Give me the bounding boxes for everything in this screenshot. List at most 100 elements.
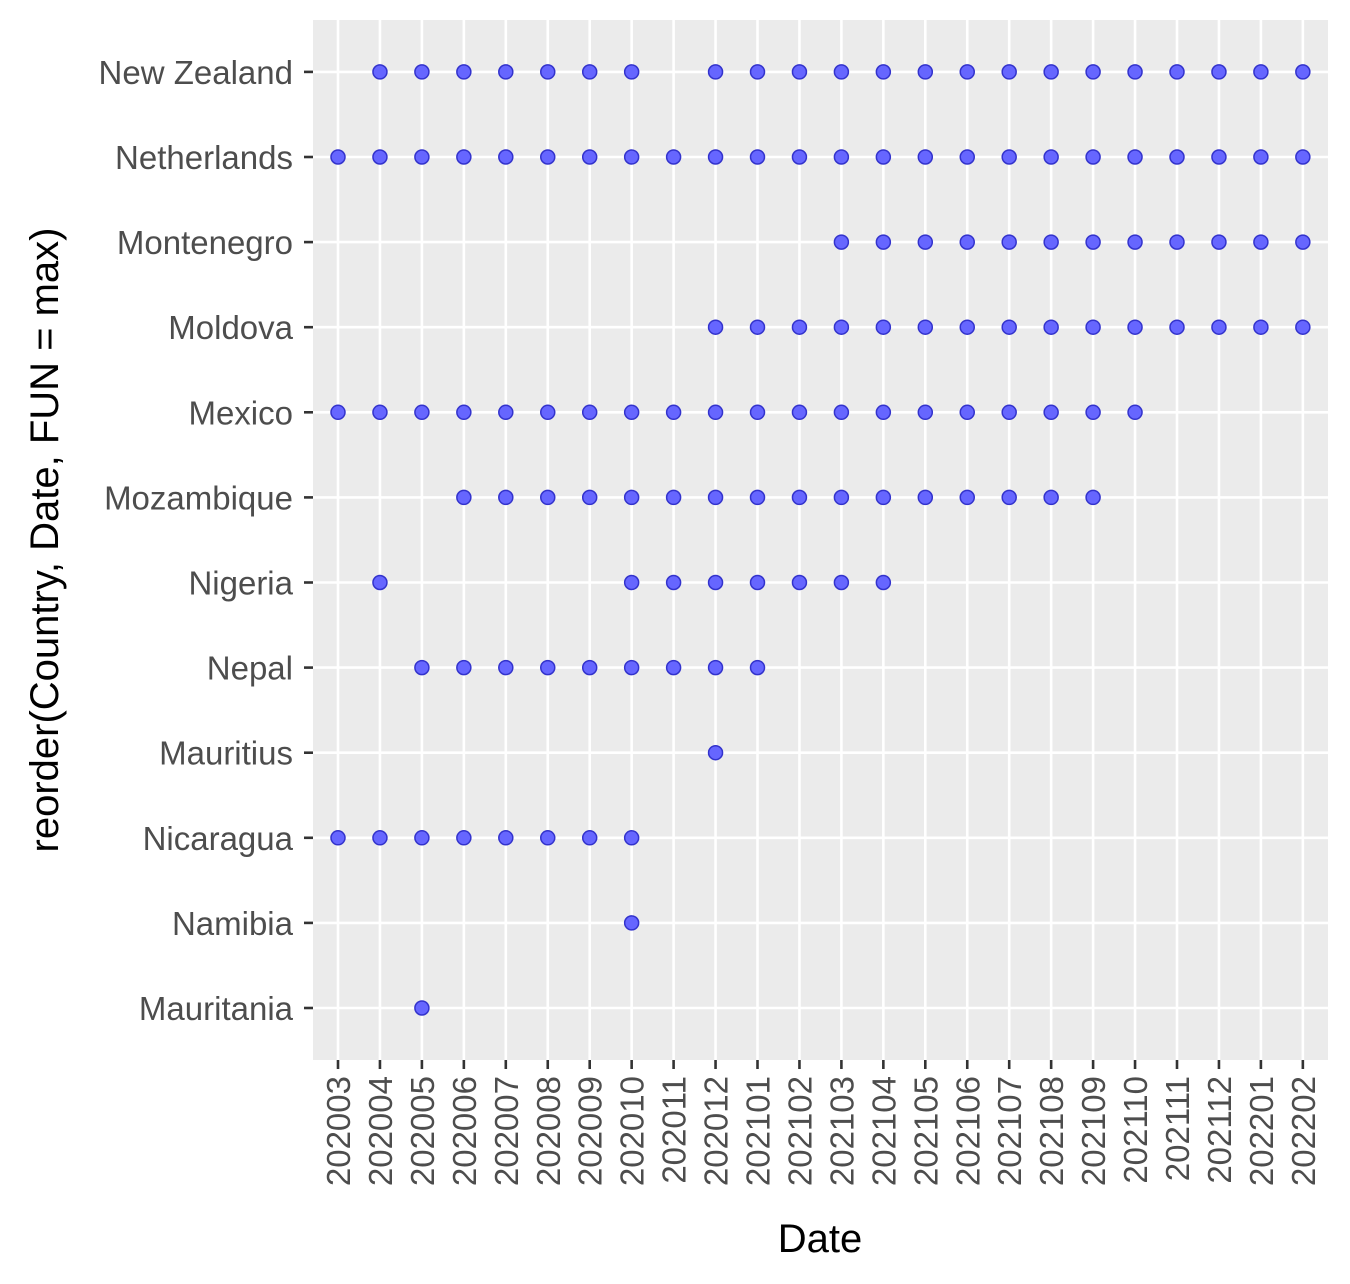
data-point bbox=[875, 574, 892, 591]
data-point bbox=[833, 234, 850, 250]
data-point bbox=[875, 319, 892, 335]
y-tick-label: Netherlands bbox=[115, 139, 293, 176]
x-tick-label: 202111 bbox=[1159, 1076, 1196, 1181]
y-tick-label: Namibia bbox=[172, 905, 294, 942]
data-point bbox=[917, 234, 934, 250]
data-point bbox=[498, 659, 514, 676]
data-point bbox=[1127, 319, 1143, 335]
plot-panel bbox=[313, 20, 1328, 1060]
data-point bbox=[498, 404, 514, 421]
data-point bbox=[498, 149, 514, 165]
x-tick-label: 202105 bbox=[907, 1076, 944, 1186]
data-point bbox=[1127, 149, 1143, 165]
data-point bbox=[1001, 234, 1017, 250]
data-point bbox=[833, 489, 850, 506]
data-point bbox=[1295, 149, 1311, 165]
data-point bbox=[707, 744, 724, 761]
data-point bbox=[623, 489, 640, 506]
data-point bbox=[623, 830, 640, 846]
x-tick-label: 202007 bbox=[488, 1076, 525, 1186]
x-tick-label: 202102 bbox=[781, 1076, 818, 1186]
data-point bbox=[540, 830, 556, 846]
data-point bbox=[707, 64, 724, 80]
data-point bbox=[456, 830, 472, 846]
data-point bbox=[917, 489, 934, 506]
y-tick-label: Mauritius bbox=[159, 735, 293, 772]
x-tick-label: 202101 bbox=[740, 1076, 777, 1186]
data-point bbox=[456, 489, 472, 506]
data-point bbox=[1085, 489, 1101, 506]
data-point bbox=[1211, 149, 1227, 165]
data-point bbox=[1295, 319, 1311, 335]
data-point bbox=[1001, 404, 1017, 421]
data-point bbox=[1211, 234, 1227, 250]
x-tick-label: 202104 bbox=[865, 1076, 902, 1186]
data-point bbox=[623, 404, 640, 421]
data-point bbox=[414, 830, 430, 846]
data-point bbox=[833, 574, 850, 591]
y-tick-label: Montenegro bbox=[117, 224, 293, 261]
data-point bbox=[330, 830, 346, 846]
data-point bbox=[791, 404, 808, 421]
data-point bbox=[540, 659, 556, 676]
data-point bbox=[372, 64, 388, 80]
data-point bbox=[749, 489, 766, 506]
data-point bbox=[707, 149, 724, 165]
data-point bbox=[1043, 319, 1059, 335]
data-point bbox=[665, 574, 682, 591]
data-point bbox=[456, 404, 472, 421]
data-point bbox=[791, 319, 808, 335]
data-point bbox=[414, 149, 430, 165]
data-point bbox=[833, 64, 850, 80]
data-point bbox=[707, 659, 724, 676]
data-point bbox=[707, 319, 724, 335]
data-point bbox=[1211, 64, 1227, 80]
data-points bbox=[330, 64, 1311, 1016]
data-point bbox=[791, 64, 808, 80]
data-point bbox=[959, 234, 975, 250]
grid-lines bbox=[313, 20, 1328, 1060]
data-point bbox=[917, 404, 934, 421]
data-point bbox=[540, 64, 556, 80]
data-point bbox=[707, 489, 724, 506]
data-point bbox=[623, 149, 640, 165]
data-point bbox=[791, 489, 808, 506]
y-tick-label: Moldova bbox=[168, 309, 293, 346]
x-tick-label: 202201 bbox=[1243, 1076, 1280, 1186]
x-tick-label: 202110 bbox=[1117, 1076, 1154, 1184]
data-point bbox=[540, 404, 556, 421]
data-point bbox=[1085, 234, 1101, 250]
data-point bbox=[749, 149, 766, 165]
data-point bbox=[581, 659, 598, 676]
x-tick-label: 202202 bbox=[1285, 1076, 1322, 1186]
data-point bbox=[833, 319, 850, 335]
y-tick-label: Nigeria bbox=[188, 565, 293, 602]
data-point bbox=[1085, 319, 1101, 335]
y-tick-label: Mozambique bbox=[104, 479, 293, 516]
data-point bbox=[1127, 64, 1143, 80]
data-point bbox=[875, 489, 892, 506]
x-tick-label: 202106 bbox=[949, 1076, 986, 1186]
data-point bbox=[749, 64, 766, 80]
data-point bbox=[1169, 64, 1185, 80]
data-point bbox=[414, 659, 430, 676]
data-point bbox=[1001, 64, 1017, 80]
data-point bbox=[959, 319, 975, 335]
data-point bbox=[749, 404, 766, 421]
data-point bbox=[1211, 319, 1227, 335]
data-point bbox=[1169, 319, 1185, 335]
data-point bbox=[414, 64, 430, 80]
x-tick-label: 202109 bbox=[1075, 1076, 1112, 1186]
data-point bbox=[707, 404, 724, 421]
data-point bbox=[1253, 234, 1269, 250]
data-point bbox=[581, 489, 598, 506]
data-point bbox=[875, 64, 892, 80]
data-point bbox=[623, 915, 640, 931]
data-point bbox=[456, 64, 472, 80]
data-point bbox=[1043, 404, 1059, 421]
data-point bbox=[749, 659, 766, 676]
data-point bbox=[623, 64, 640, 80]
data-point bbox=[707, 574, 724, 591]
y-axis-title: reorder(Country, Date, FUN = max) bbox=[23, 228, 67, 853]
data-point bbox=[1043, 149, 1059, 165]
